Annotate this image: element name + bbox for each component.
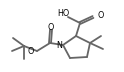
Text: O: O: [48, 22, 54, 32]
Text: O: O: [97, 11, 103, 20]
Text: N: N: [56, 40, 62, 50]
Text: O: O: [28, 48, 34, 57]
Text: HO: HO: [57, 10, 69, 19]
